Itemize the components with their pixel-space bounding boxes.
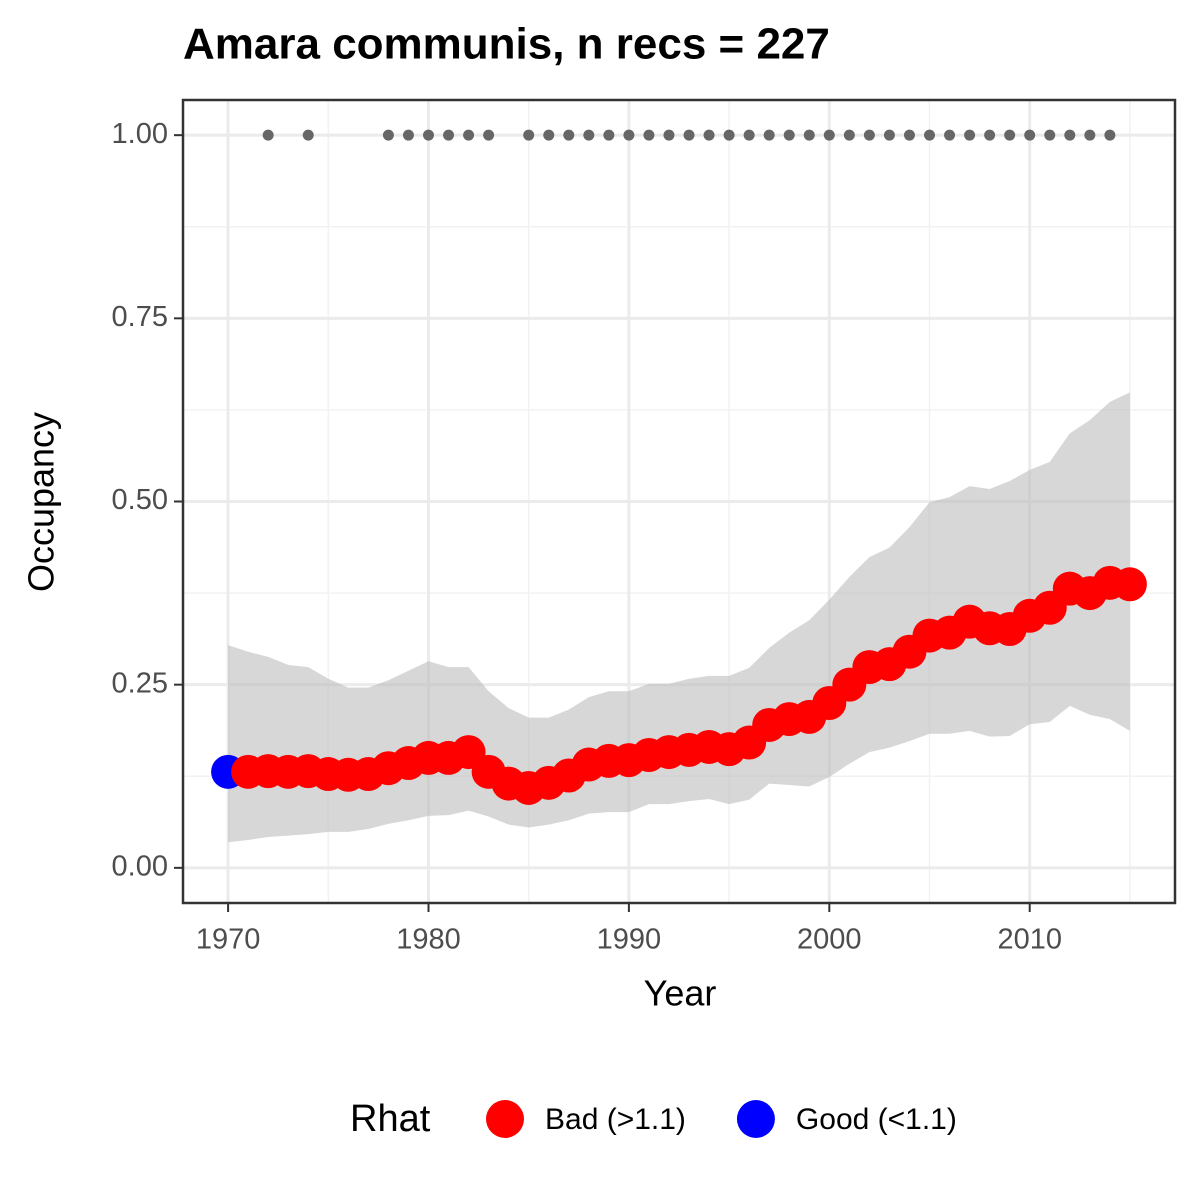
record-dot (763, 129, 775, 141)
y-axis-title: Occupancy (21, 412, 62, 592)
y-tick-label: 0.00 (112, 850, 168, 882)
legend-swatch (486, 1100, 524, 1138)
record-dot (443, 129, 455, 141)
record-dot (643, 129, 655, 141)
record-dot (823, 129, 835, 141)
record-dot (623, 129, 635, 141)
x-tick-label: 2000 (797, 924, 862, 956)
record-dot (843, 129, 855, 141)
record-dot (863, 129, 875, 141)
x-tick-label: 2010 (997, 924, 1062, 956)
y-tick-label: 0.50 (112, 484, 168, 516)
x-tick-label: 1990 (597, 924, 662, 956)
legend-label: Good (<1.1) (796, 1103, 957, 1136)
y-tick-label: 0.25 (112, 667, 168, 699)
record-dot (1004, 129, 1016, 141)
record-dot (984, 129, 996, 141)
confidence-band (228, 392, 1130, 843)
record-dot (543, 129, 555, 141)
record-dot (563, 129, 575, 141)
y-tick-label: 0.75 (112, 301, 168, 333)
chart-title: Amara communis, n recs = 227 (183, 20, 830, 69)
y-tick-label: 1.00 (112, 118, 168, 150)
legend-title: Rhat (350, 1098, 431, 1140)
panel-border (181, 98, 1177, 905)
record-dot (663, 129, 675, 141)
record-dot (422, 129, 434, 141)
record-dot (924, 129, 936, 141)
legend-swatch (736, 1100, 775, 1138)
record-dot (583, 129, 595, 141)
record-dot (964, 129, 976, 141)
record-dot (783, 129, 795, 141)
record-dot (944, 129, 956, 141)
record-dot (723, 129, 735, 141)
record-dot (483, 129, 495, 141)
record-dot (603, 129, 615, 141)
record-dot (1064, 129, 1076, 141)
record-dot (382, 129, 394, 141)
record-dot (743, 129, 755, 141)
record-dot (703, 129, 715, 141)
record-dot (683, 129, 695, 141)
x-axis-title: Year (644, 973, 717, 1014)
record-dot (1024, 129, 1036, 141)
record-dot (402, 129, 414, 141)
record-dot (302, 129, 314, 141)
record-dot (903, 129, 915, 141)
record-dot (523, 129, 535, 141)
legend-label: Bad (>1.1) (545, 1103, 686, 1136)
record-dot (883, 129, 895, 141)
record-dot (1084, 129, 1096, 141)
record-dot (1104, 129, 1116, 141)
x-tick-label: 1980 (396, 924, 461, 956)
occupancy-point (1112, 567, 1147, 602)
record-dot (1044, 129, 1056, 141)
record-dot (262, 129, 274, 141)
x-tick-label: 1970 (196, 924, 261, 956)
record-dot (803, 129, 815, 141)
record-dot (463, 129, 475, 141)
